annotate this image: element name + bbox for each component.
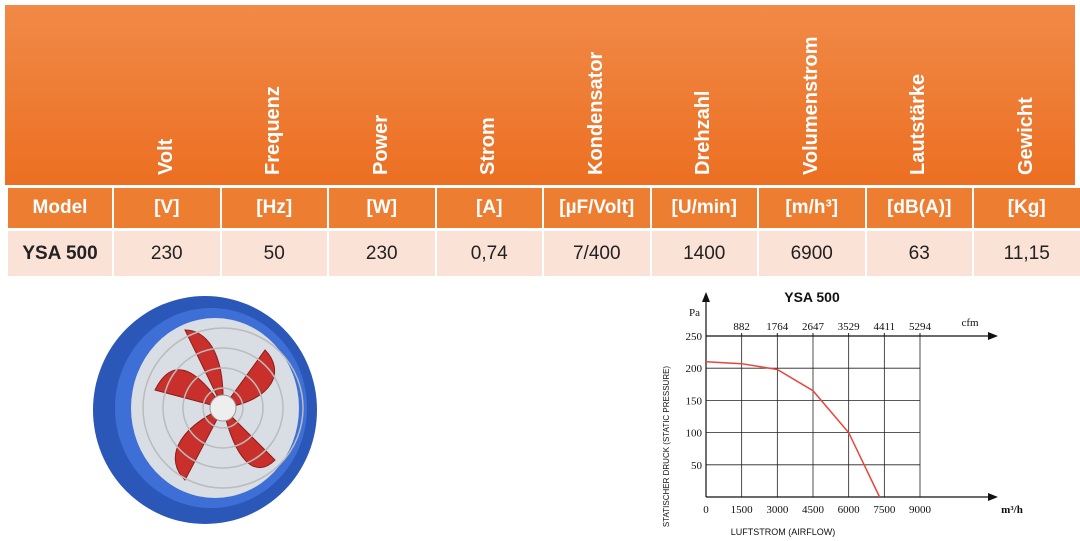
unit-cell: Model	[8, 188, 112, 228]
x-tick-label: 1500	[731, 504, 754, 516]
x2-tick-label: 3529	[838, 321, 861, 333]
value-cell: 6900	[759, 231, 865, 276]
fan-image	[93, 296, 317, 524]
column-header: Volumenstrom	[799, 36, 822, 175]
y-arrow	[702, 292, 710, 302]
unit-cell: [A]	[436, 188, 542, 228]
unit-cell: [U/min]	[651, 188, 757, 228]
value-cell: 7/400	[544, 231, 650, 276]
performance-chart: YSA 500 50 100 150 200 250 0 1500 3000 4500 6000 75…	[662, 290, 1023, 537]
column-header: Strom	[477, 117, 500, 175]
x2-tick-label: 882	[733, 321, 750, 333]
y-tick-label: 100	[686, 428, 703, 440]
y-tick-label: 50	[691, 460, 703, 472]
y-axis-title: STATISCHER DRUCK (STATIC PRESSURE)	[662, 366, 671, 528]
value-cell: YSA 500	[8, 231, 112, 276]
x-unit: m³/h	[1001, 504, 1023, 516]
x-arrow	[988, 493, 998, 501]
x2-tick-label: 4411	[874, 321, 896, 333]
column-header: Frequenz	[262, 86, 285, 175]
value-cell: 230	[329, 231, 435, 276]
unit-cell: [W]	[329, 188, 435, 228]
y-unit: Pa	[689, 307, 700, 319]
column-header: Lautstärke	[907, 73, 930, 175]
column-header: Power	[369, 114, 392, 175]
unit-cell: [m/h³]	[759, 188, 865, 228]
unit-cell: [µF/Volt]	[544, 188, 650, 228]
x-tick-label: 0	[703, 504, 709, 516]
value-cell: 11,15	[974, 231, 1080, 276]
x-tick-label: 4500	[802, 504, 825, 516]
y-tick-label: 150	[686, 395, 703, 407]
y-tick-label: 200	[686, 363, 703, 375]
x-axis-title: LUFTSTROM (AIRFLOW)	[731, 527, 836, 537]
x2-tick-label: 5294	[909, 321, 932, 333]
column-header: Gewicht	[1014, 97, 1037, 175]
unit-cell: [dB(A)]	[866, 188, 972, 228]
curve	[705, 361, 881, 498]
x2-unit: cfm	[961, 317, 979, 329]
x-tick-label: 3000	[766, 504, 789, 516]
unit-cell: [Kg]	[974, 188, 1080, 228]
value-cell: 1400	[651, 231, 757, 276]
unit-cell: [Hz]	[221, 188, 327, 228]
x-tick-label: 7500	[873, 504, 896, 516]
value-cell: 63	[866, 231, 972, 276]
x2-tick-label: 1764	[766, 321, 789, 333]
value-cell: 0,74	[436, 231, 542, 276]
x-tick-label: 6000	[838, 504, 861, 516]
header-band	[5, 5, 1075, 185]
x2-arrow	[988, 332, 998, 340]
column-header: Volt	[154, 138, 177, 175]
unit-cell: [V]	[114, 188, 220, 228]
column-header: Kondensator	[584, 51, 607, 175]
x-tick-label: 9000	[909, 504, 932, 516]
value-cell: 50	[221, 231, 327, 276]
value-cell: 230	[114, 231, 220, 276]
y-tick-label: 250	[686, 331, 703, 343]
x2-tick-label: 2647	[802, 321, 825, 333]
chart-title: YSA 500	[784, 290, 840, 305]
column-header: Drehzahl	[692, 90, 715, 175]
